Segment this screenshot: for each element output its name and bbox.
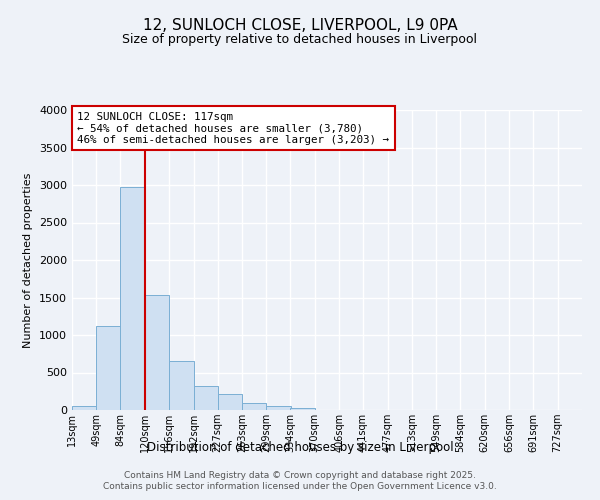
Text: Contains HM Land Registry data © Crown copyright and database right 2025.: Contains HM Land Registry data © Crown c… [124,471,476,480]
Y-axis label: Number of detached properties: Number of detached properties [23,172,34,348]
Bar [242,402,266,410]
Bar [194,386,218,410]
Text: Size of property relative to detached houses in Liverpool: Size of property relative to detached ho… [122,32,478,46]
Text: 12 SUNLOCH CLOSE: 117sqm
← 54% of detached houses are smaller (3,780)
46% of sem: 12 SUNLOCH CLOSE: 117sqm ← 54% of detach… [77,112,389,144]
Bar [290,408,315,410]
Bar [97,326,121,410]
Bar [72,406,97,410]
Text: Distribution of detached houses by size in Liverpool: Distribution of detached houses by size … [146,441,454,454]
Bar [218,394,242,410]
Bar [145,295,169,410]
Bar [169,360,194,410]
Bar [120,186,145,410]
Text: Contains public sector information licensed under the Open Government Licence v3: Contains public sector information licen… [103,482,497,491]
Bar [266,406,291,410]
Text: 12, SUNLOCH CLOSE, LIVERPOOL, L9 0PA: 12, SUNLOCH CLOSE, LIVERPOOL, L9 0PA [143,18,457,32]
